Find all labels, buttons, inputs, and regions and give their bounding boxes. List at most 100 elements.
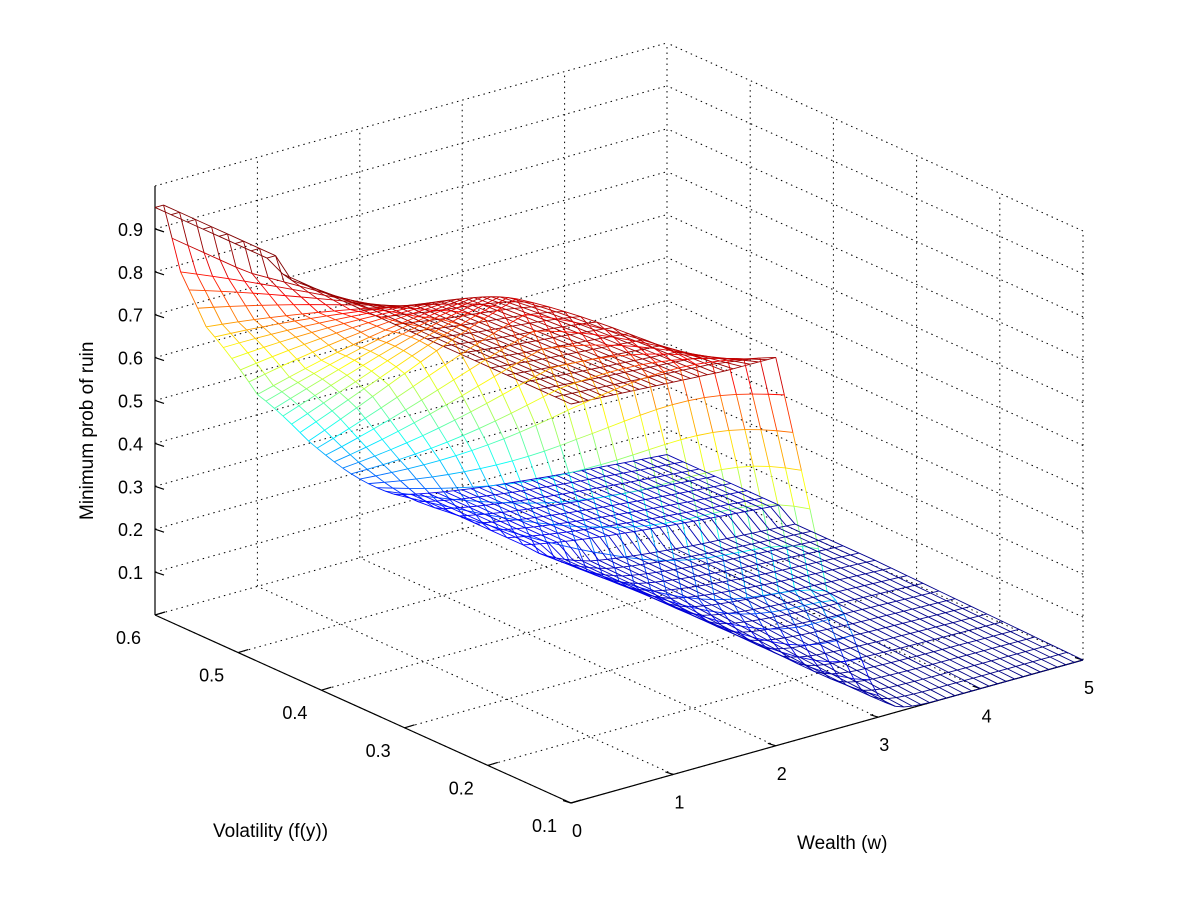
mesh-segment bbox=[1057, 665, 1066, 667]
mesh-segment bbox=[286, 314, 302, 316]
mesh-segment bbox=[500, 365, 509, 366]
mesh-segment bbox=[737, 599, 746, 601]
mesh-segment bbox=[590, 379, 606, 386]
mesh-segment bbox=[519, 342, 528, 344]
mesh-segment bbox=[374, 419, 390, 428]
mesh-segment bbox=[533, 369, 542, 371]
mesh-segment bbox=[431, 442, 447, 448]
mesh-segment bbox=[777, 431, 786, 468]
mesh-segment bbox=[761, 618, 770, 620]
mesh-segment bbox=[267, 258, 283, 274]
mesh-segment bbox=[929, 605, 945, 613]
mesh-segment bbox=[197, 274, 206, 290]
mesh-segment bbox=[848, 578, 864, 586]
mesh-segment bbox=[641, 367, 650, 369]
mesh-segment bbox=[340, 382, 356, 393]
mesh-segment bbox=[420, 493, 429, 494]
mesh-segment bbox=[541, 367, 550, 369]
mesh-segment bbox=[317, 448, 326, 455]
mesh-segment bbox=[832, 568, 841, 570]
mesh-segment bbox=[847, 589, 863, 597]
mesh-segment bbox=[751, 542, 760, 544]
mesh-segment bbox=[590, 467, 599, 469]
mesh-segment bbox=[760, 629, 769, 630]
mesh-segment bbox=[382, 439, 391, 449]
mesh-segment bbox=[581, 390, 590, 392]
mesh-segment bbox=[741, 566, 750, 568]
mesh-segment bbox=[914, 585, 930, 593]
mesh-segment bbox=[943, 637, 959, 645]
mesh-segment bbox=[672, 405, 681, 440]
mesh-segment bbox=[316, 422, 325, 430]
mesh-segment bbox=[875, 654, 891, 662]
mesh-segment bbox=[520, 425, 536, 432]
mesh-segment bbox=[602, 348, 618, 355]
mesh-segment bbox=[798, 577, 814, 585]
mesh-segment bbox=[298, 383, 307, 389]
mesh-segment bbox=[674, 370, 683, 372]
mesh-segment bbox=[1009, 642, 1018, 644]
mesh-segment bbox=[314, 365, 330, 374]
mesh-segment bbox=[827, 539, 843, 546]
mesh-segment bbox=[575, 530, 584, 531]
mesh-segment bbox=[506, 308, 515, 309]
wall-gridline bbox=[667, 129, 1083, 317]
mesh-segment bbox=[797, 587, 806, 589]
mesh-segment bbox=[414, 414, 430, 423]
mesh-segment bbox=[320, 339, 329, 346]
x-tick-label: 0 bbox=[572, 821, 582, 841]
mesh-segment bbox=[749, 564, 758, 566]
mesh-segment bbox=[582, 333, 598, 335]
y-tick-mark bbox=[155, 612, 165, 615]
mesh-segment bbox=[704, 594, 713, 595]
mesh-segment bbox=[464, 469, 480, 472]
mesh-segment bbox=[249, 382, 258, 395]
mesh-segment bbox=[857, 576, 873, 584]
mesh-segment bbox=[651, 527, 660, 528]
mesh-segment bbox=[608, 427, 617, 460]
mesh-segment bbox=[770, 546, 786, 547]
mesh-segment bbox=[1034, 647, 1043, 649]
mesh-segment bbox=[330, 356, 346, 365]
mesh-segment bbox=[516, 372, 525, 374]
mesh-segment bbox=[986, 624, 995, 626]
mesh-segment bbox=[969, 630, 985, 638]
mesh-segment bbox=[552, 418, 561, 446]
mesh-segment bbox=[907, 576, 923, 584]
mesh-segment bbox=[438, 390, 447, 405]
mesh-segment bbox=[694, 521, 710, 542]
mesh-segment bbox=[313, 345, 329, 352]
mesh-segment bbox=[666, 463, 675, 465]
mesh-segment bbox=[972, 689, 981, 691]
mesh-segment bbox=[538, 321, 547, 322]
mesh-segment bbox=[663, 495, 672, 497]
mesh-segment bbox=[696, 595, 705, 596]
mesh-segment bbox=[905, 597, 914, 599]
mesh-segment bbox=[472, 451, 481, 469]
mesh-segment bbox=[783, 557, 792, 559]
mesh-segment bbox=[874, 572, 890, 580]
mesh-segment bbox=[750, 553, 759, 555]
mesh-segment bbox=[342, 305, 351, 310]
mesh-segment bbox=[632, 383, 641, 416]
mesh-segment bbox=[916, 669, 932, 677]
mesh-segment bbox=[719, 613, 728, 614]
mesh-segment bbox=[991, 659, 1000, 661]
mesh-segment bbox=[855, 597, 864, 599]
mesh-segment bbox=[320, 333, 336, 339]
mesh-segment bbox=[404, 351, 413, 356]
mesh-segment bbox=[297, 352, 313, 359]
mesh-segment bbox=[699, 375, 708, 377]
mesh-segment bbox=[360, 479, 369, 484]
mesh-segment bbox=[239, 343, 248, 353]
mesh-segment bbox=[688, 586, 697, 587]
mesh-segment bbox=[585, 351, 601, 358]
mesh-segment bbox=[968, 641, 977, 643]
mesh-segment bbox=[721, 467, 737, 469]
wall-gridline bbox=[155, 43, 667, 186]
mesh-segment bbox=[272, 350, 288, 356]
y-tick-mark bbox=[238, 650, 248, 653]
mesh-segment bbox=[736, 394, 745, 429]
mesh-segment bbox=[315, 385, 331, 395]
mesh-segment bbox=[877, 630, 893, 638]
